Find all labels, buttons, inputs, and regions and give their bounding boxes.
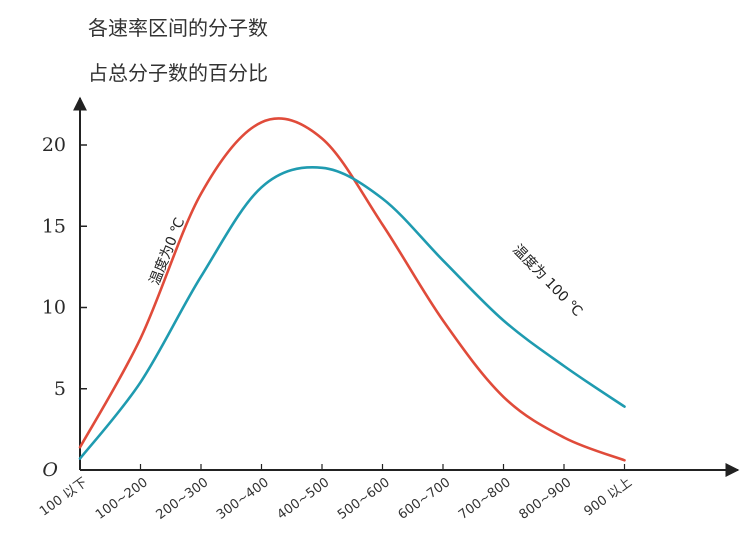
series-label-0: 温度为0 ℃ <box>147 216 188 288</box>
x-tick-label-2: 200~300 <box>154 475 212 523</box>
x-tick-label-5: 500~600 <box>335 475 393 523</box>
series-labels: 温度为0 ℃ 温度为 100 ℃ <box>147 216 586 320</box>
y-tick-label-10: 10 <box>42 297 66 319</box>
x-tick-label-3: 300~400 <box>214 475 272 523</box>
x-tick-label-4: 400~500 <box>275 475 333 523</box>
y-axis-label-line-2: 占总分子数的百分比 <box>88 61 268 85</box>
x-tick-label-1: 100~200 <box>93 475 151 523</box>
series-label-1: 温度为 100 ℃ <box>509 242 585 320</box>
x-tick-label-7: 700~800 <box>456 475 514 523</box>
y-axis-label-line-1: 各速率区间的分子数 <box>88 16 268 40</box>
y-tick-label-20: 20 <box>42 134 66 156</box>
y-tick-label-15: 15 <box>42 215 66 237</box>
x-ticks: 100 以下 100~200 200~300 300~400 400~500 500~60… <box>37 464 635 523</box>
x-tick-label-9: 900 以上 <box>582 475 635 519</box>
x-tick-label-6: 600~700 <box>396 475 454 523</box>
series-line-0 <box>78 117 626 462</box>
y-ticks: 5 10 15 20 <box>42 134 87 400</box>
series-lines <box>78 117 626 462</box>
x-tick-label-0: 100 以下 <box>37 475 90 519</box>
x-tick-label-8: 800~900 <box>517 475 575 523</box>
origin-label: O <box>42 459 58 481</box>
series-line-1 <box>78 166 626 460</box>
y-tick-label-5: 5 <box>54 378 66 400</box>
